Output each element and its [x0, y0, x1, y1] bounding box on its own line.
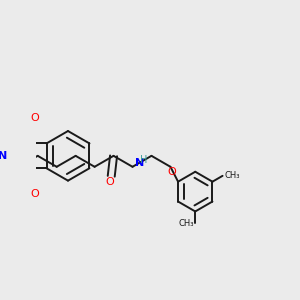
Text: O: O	[31, 113, 39, 123]
Text: CH₃: CH₃	[224, 171, 239, 180]
Text: N: N	[135, 158, 145, 168]
Text: H: H	[140, 155, 148, 165]
Text: O: O	[105, 177, 114, 187]
Text: O: O	[167, 167, 176, 177]
Text: CH₃: CH₃	[178, 219, 194, 228]
Text: O: O	[31, 189, 39, 199]
Text: N: N	[0, 151, 7, 161]
